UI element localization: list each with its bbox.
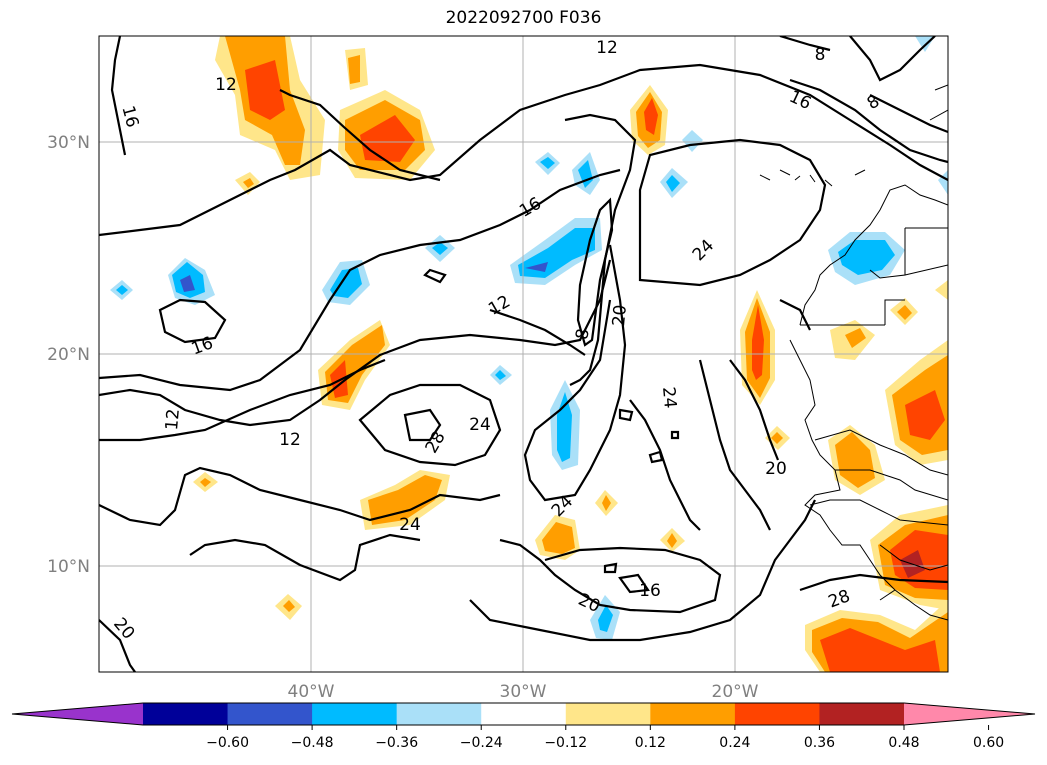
colorbar-label: −0.48 (291, 735, 334, 751)
colorbar-label: −0.12 (544, 735, 587, 751)
colorbar-segment (734, 703, 820, 725)
colorbar-segment (227, 703, 313, 725)
plot-title: 2022092700 F036 (445, 8, 602, 28)
coastlines (759, 84, 948, 621)
colorbar-segment (143, 703, 229, 725)
colorbar-segment (819, 703, 905, 725)
colorbar-label: 0.36 (804, 735, 835, 751)
warm-anomaly-fill (193, 36, 948, 672)
contour-label: 20 (609, 304, 631, 327)
contour-label: 24 (469, 415, 491, 435)
contour-label: 24 (658, 386, 680, 409)
lon-label-40w: 40°W (288, 682, 335, 702)
colorbar: −0.60 −0.48 −0.36 −0.24 −0.12 0.12 0.24 0.36 0.4… (11, 702, 1036, 751)
contour-label: 24 (399, 515, 421, 535)
colorbar-segment (565, 703, 651, 725)
lat-label-30n: 30°N (47, 133, 90, 153)
contour-label: 20 (765, 459, 787, 479)
contour-label: 12 (215, 75, 237, 95)
graticule (99, 36, 948, 672)
colorbar-label: 0.24 (719, 735, 750, 751)
contour-label: 16 (639, 581, 661, 601)
contour-lines (99, 36, 948, 672)
lat-label-10n: 10°N (47, 557, 90, 577)
colorbar-label: −0.36 (375, 735, 418, 751)
colorbar-label: 0.12 (635, 735, 666, 751)
lon-label-30w: 30°W (500, 682, 547, 702)
lon-label-20w: 20°W (712, 682, 759, 702)
contour-label: 8 (815, 45, 826, 65)
contour-label: 12 (162, 408, 184, 431)
colorbar-extend-low (12, 703, 143, 725)
colorbar-segment (481, 703, 567, 725)
contour-label: 12 (596, 38, 618, 58)
colorbar-label: −0.24 (460, 735, 503, 751)
colorbar-extend-high (904, 703, 1035, 725)
lat-label-20n: 20°N (47, 345, 90, 365)
colorbar-label: 0.48 (888, 735, 919, 751)
colorbar-segment (396, 703, 482, 725)
colorbar-segment (312, 703, 398, 725)
colorbar-outline (11, 702, 1036, 726)
colorbar-segment (650, 703, 736, 725)
contour-label: 8 (572, 327, 594, 341)
contour-label: 12 (279, 430, 301, 450)
map-frame (98, 35, 949, 673)
map-area: 12 16 12 8 8 16 16 24 12 8 20 16 12 12 2… (99, 36, 948, 672)
colorbar-label: 0.60 (973, 735, 1004, 751)
colorbar-label: −0.60 (206, 735, 249, 751)
